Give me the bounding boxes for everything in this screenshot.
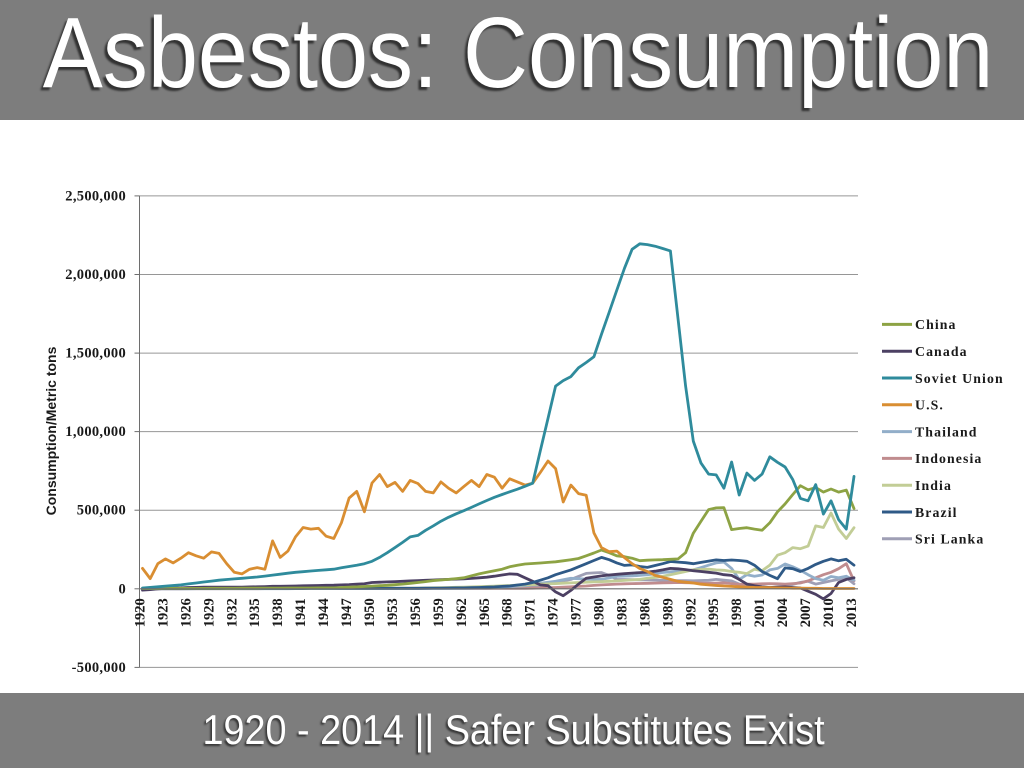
svg-text:Canada: Canada	[915, 344, 968, 359]
svg-text:2013: 2013	[844, 598, 860, 627]
svg-text:1947: 1947	[339, 598, 355, 627]
svg-text:1968: 1968	[500, 598, 516, 627]
svg-text:1944: 1944	[316, 598, 332, 627]
svg-text:-500,000: -500,000	[72, 660, 126, 676]
svg-text:1998: 1998	[729, 598, 745, 627]
svg-text:1923: 1923	[155, 598, 171, 627]
svg-text:2010: 2010	[821, 598, 837, 627]
svg-text:2,500,000: 2,500,000	[65, 188, 126, 204]
svg-text:0: 0	[118, 581, 126, 597]
svg-text:Brazil: Brazil	[915, 505, 958, 520]
svg-text:Thailand: Thailand	[915, 424, 978, 439]
svg-text:India: India	[915, 478, 952, 493]
svg-text:Soviet Union: Soviet Union	[915, 371, 1004, 386]
svg-text:1929: 1929	[201, 598, 217, 627]
svg-text:1971: 1971	[523, 598, 539, 627]
svg-text:1932: 1932	[224, 598, 240, 627]
svg-text:1956: 1956	[408, 598, 424, 627]
svg-text:1938: 1938	[270, 598, 286, 627]
svg-text:1,500,000: 1,500,000	[65, 346, 126, 362]
svg-text:1992: 1992	[683, 598, 699, 627]
svg-text:1962: 1962	[454, 598, 470, 627]
svg-text:1977: 1977	[569, 598, 585, 627]
svg-text:Consumption/Metric tons: Consumption/Metric tons	[43, 346, 59, 515]
svg-text:Indonesia: Indonesia	[915, 451, 982, 466]
svg-text:1965: 1965	[477, 598, 493, 627]
svg-text:1941: 1941	[293, 598, 309, 627]
svg-text:2004: 2004	[775, 598, 791, 627]
svg-text:1953: 1953	[385, 598, 401, 627]
svg-text:Sri Lanka: Sri Lanka	[915, 532, 984, 547]
svg-text:1974: 1974	[546, 598, 562, 627]
svg-text:1959: 1959	[431, 598, 447, 627]
svg-text:1935: 1935	[247, 598, 263, 627]
svg-text:1983: 1983	[615, 598, 631, 627]
svg-text:2001: 2001	[752, 598, 768, 627]
svg-text:1989: 1989	[660, 598, 676, 627]
svg-text:1986: 1986	[637, 598, 653, 627]
svg-text:2,000,000: 2,000,000	[65, 267, 126, 283]
svg-text:1950: 1950	[362, 598, 378, 627]
svg-text:500,000: 500,000	[77, 503, 126, 519]
svg-text:1995: 1995	[706, 598, 722, 627]
svg-text:1920: 1920	[133, 598, 149, 627]
svg-text:1926: 1926	[178, 598, 194, 627]
svg-text:China: China	[915, 317, 957, 332]
svg-text:U.S.: U.S.	[915, 398, 944, 413]
svg-text:1980: 1980	[592, 598, 608, 627]
svg-text:1,000,000: 1,000,000	[65, 424, 126, 440]
svg-text:2007: 2007	[798, 598, 814, 627]
